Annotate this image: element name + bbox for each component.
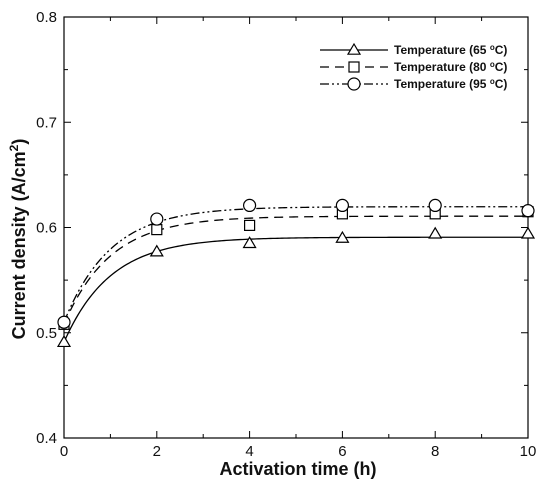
y-axis-title: Current density (A/cm2) — [7, 139, 29, 340]
data-point-s1-10 — [520, 226, 536, 239]
x-tick-label: 2 — [153, 443, 161, 460]
data-point-s1-4 — [242, 236, 257, 249]
axis-ticks: 0 2 4 6 8 10 0.4 0.5 0.6 0.7 0.8 — [36, 9, 536, 460]
y-axis-title-superscript: 2 — [7, 144, 21, 151]
data-point-s3-8 — [428, 198, 442, 212]
x-tick-label: 0 — [60, 443, 68, 460]
legend-label-text: Temperature (65 — [394, 43, 490, 57]
data-point-s1-0 — [56, 335, 72, 348]
data-point-s3-6 — [335, 198, 349, 212]
x-axis-title: Activation time (h) — [219, 459, 376, 479]
data-point-s2-2 — [151, 224, 163, 236]
legend: Temperature (65 oC)Temperature (80 oC)Te… — [320, 42, 507, 91]
legend-label-1: Temperature (65 oC) — [394, 43, 507, 57]
data-point-s3-4 — [243, 198, 257, 212]
legend-label-unit: C) — [495, 77, 508, 91]
data-point-s1-2 — [149, 244, 164, 257]
legend-marker-1 — [346, 42, 362, 55]
series-curve-1 — [63, 236, 528, 343]
x-tick-label: 10 — [520, 443, 537, 460]
legend-label-unit: C) — [495, 43, 508, 57]
y-tick-label: 0.6 — [36, 220, 57, 237]
legend-marker-2 — [348, 61, 360, 73]
series-markers — [56, 198, 536, 348]
x-tick-label: 4 — [245, 443, 253, 460]
y-axis-title-suffix: ) — [9, 139, 29, 145]
data-point-s1-8 — [428, 226, 443, 239]
series-curve-3 — [63, 206, 528, 323]
data-point-s2-4 — [244, 219, 256, 231]
legend-label-text: Temperature (95 — [394, 77, 490, 91]
y-tick-label: 0.5 — [36, 325, 57, 342]
x-tick-label: 6 — [338, 443, 346, 460]
legend-marker-3 — [347, 77, 361, 91]
y-tick-label: 0.7 — [36, 114, 57, 131]
legend-label-degree: o — [490, 43, 495, 52]
y-axis-title-main: Current density (A/cm — [9, 151, 29, 339]
series-curve-2 — [63, 215, 528, 325]
y-tick-label: 0.4 — [36, 430, 57, 447]
y-tick-label: 0.8 — [36, 9, 57, 26]
data-point-s3-10 — [521, 204, 535, 218]
x-tick-label: 8 — [431, 443, 439, 460]
legend-label-unit: C) — [495, 60, 508, 74]
legend-label-2: Temperature (80 oC) — [394, 60, 507, 74]
legend-label-degree: o — [490, 60, 495, 69]
data-point-s3-0 — [57, 315, 71, 329]
legend-label-degree: o — [490, 77, 495, 86]
legend-label-3: Temperature (95 oC) — [394, 77, 507, 91]
series-curves — [63, 206, 528, 343]
legend-label-text: Temperature (80 — [394, 60, 490, 74]
data-point-s1-6 — [335, 230, 350, 243]
data-point-s3-2 — [150, 212, 164, 226]
